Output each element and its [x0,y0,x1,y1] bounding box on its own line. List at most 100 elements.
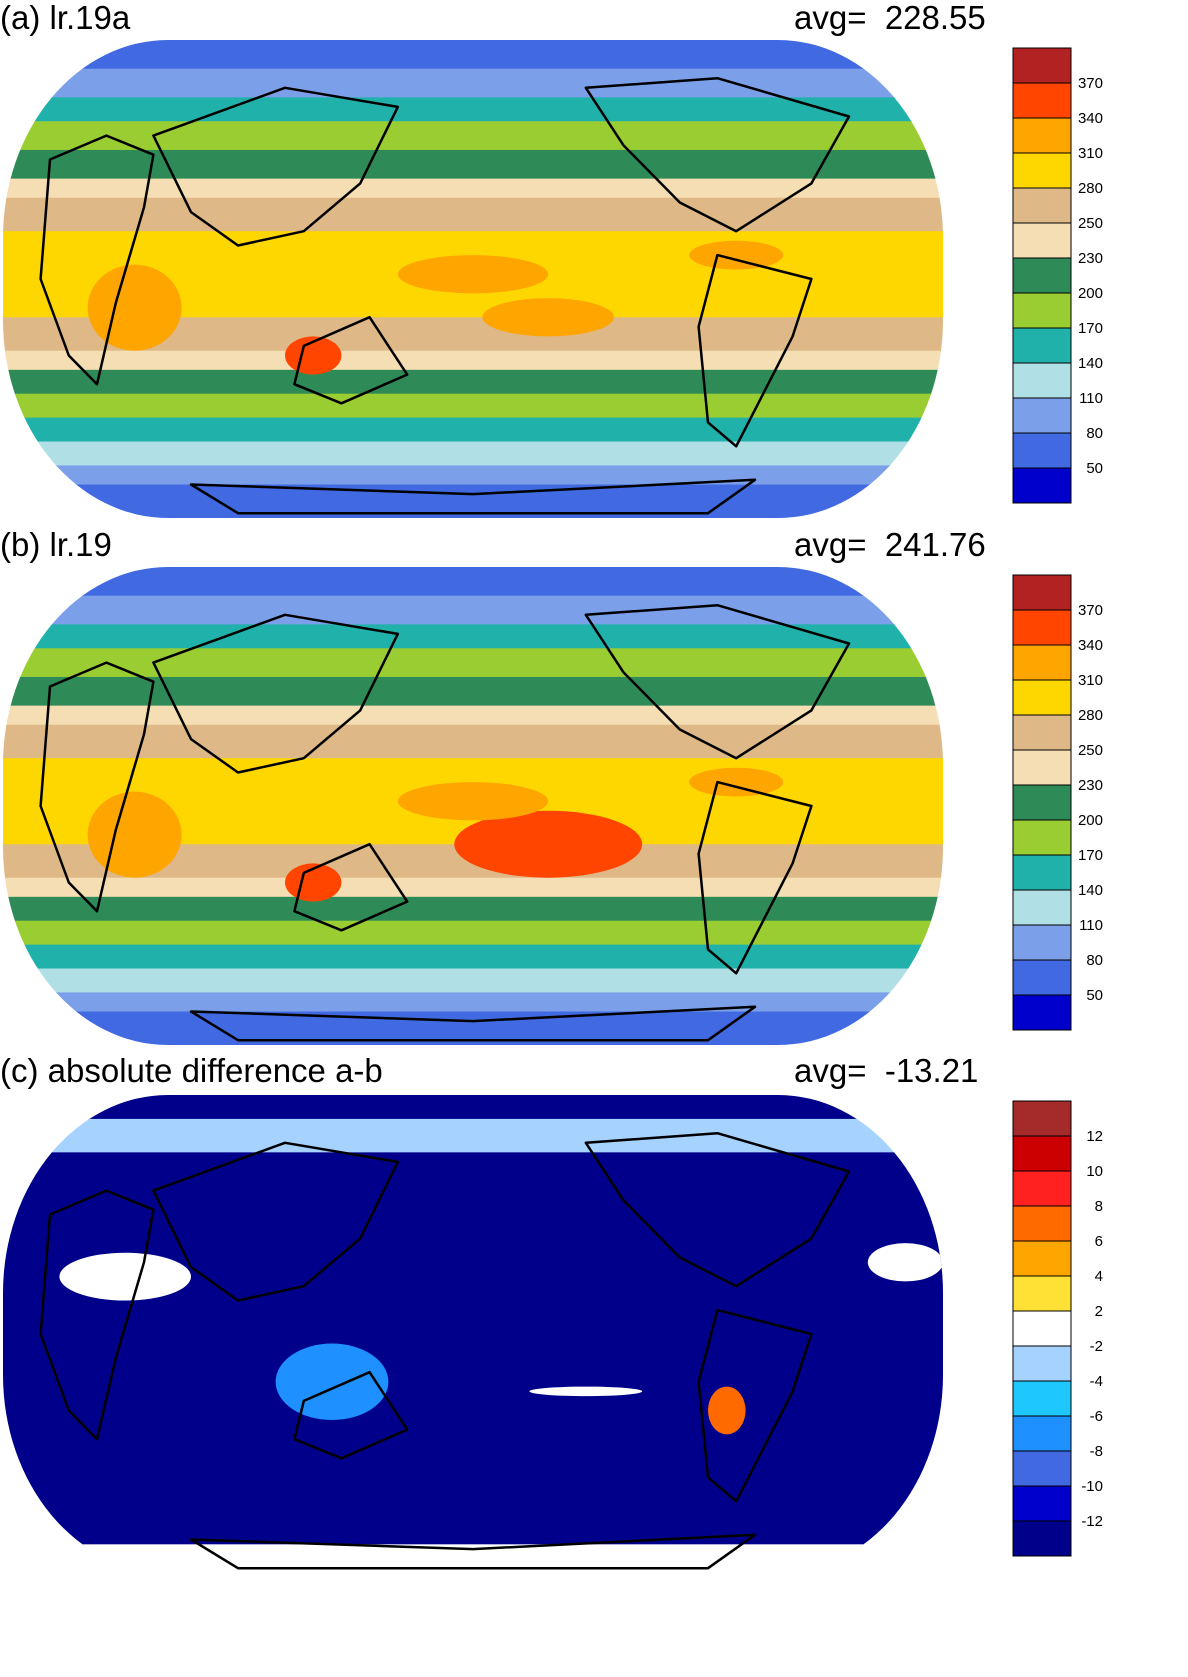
avg-value: 241.76 [884,526,986,563]
colorbar-swatch [1012,994,1072,1031]
colorbar-swatch [1012,1275,1072,1312]
coastline [39,661,155,913]
coastline [584,603,851,760]
value-band [3,1152,943,1517]
colorbar-swatch [1012,82,1072,119]
avg-label: avg= [794,0,867,36]
panel-title: (b) lr.19 [0,526,112,563]
value-band [3,968,943,994]
value-band [3,68,943,99]
value-region [529,1386,643,1397]
panel-average: avg= -13.21 [794,1053,978,1089]
colorbar-swatch [1012,1415,1072,1452]
colorbar-swatch [1012,187,1072,224]
value-band [3,149,943,180]
value-band [3,417,943,443]
value-band [3,197,943,233]
value-region [87,791,182,878]
colorbar-swatch [1012,362,1072,399]
colorbar-tick-label: 200 [1078,812,1103,829]
colorbar-tick-label: 6 [1095,1233,1103,1250]
colorbar-swatch [1012,1205,1072,1242]
colorbar-tick-label: 250 [1078,742,1103,759]
colorbar: 370 340 310 280 250 230 200 170 140 110 80 50 [1012,574,1103,1031]
colorbar-swatch [1012,924,1072,961]
map-field [3,567,943,1045]
value-band [3,944,943,970]
colorbar-tick-label: -10 [1081,1478,1103,1495]
colorbar: 370 340 310 280 250 230 200 170 140 110 80 50 [1012,47,1103,504]
value-band [3,350,943,371]
value-region [482,298,614,337]
world-map [3,567,943,1045]
value-band [3,705,943,726]
colorbar-tick-label: 12 [1086,1128,1103,1145]
panel-average: avg= 241.76 [794,527,986,563]
map-field [3,40,943,518]
value-band [3,595,943,626]
coastline [697,253,813,448]
colorbar-tick-label: 50 [1086,987,1103,1004]
colorbar-tick-label: 140 [1078,882,1103,899]
avg-value: -13.21 [884,1052,979,1089]
colorbar-swatch [1012,1310,1072,1347]
colorbar-swatch [1012,959,1072,996]
value-region [454,810,643,878]
colorbar-tick-label: 230 [1078,777,1103,794]
colorbar-swatch [1012,47,1072,84]
coastline [189,478,757,515]
colorbar-swatch [1012,749,1072,786]
avg-value: 228.55 [884,0,986,36]
colorbar-swatch [1012,1240,1072,1277]
colorbar-swatch [1012,574,1072,611]
coastline [293,1370,409,1460]
colorbar-swatch [1012,1345,1072,1382]
coastline [697,1308,813,1503]
colorbar-swatch [1012,152,1072,189]
colorbar-swatch [1012,819,1072,856]
coastline [189,1533,757,1570]
colorbar-tick-label: 110 [1079,917,1103,934]
colorbar-tick-label: 250 [1078,215,1103,232]
coastline [293,842,409,932]
value-band [3,648,943,678]
map-field [3,1095,943,1573]
colorbar-tick-label: 4 [1095,1268,1103,1285]
colorbar-tick-label: 340 [1078,110,1103,127]
value-band [3,567,943,597]
coastline [584,1131,851,1288]
colorbar-swatch [1012,854,1072,891]
coastline [39,134,155,386]
colorbar-tick-label: 2 [1095,1303,1103,1320]
colorbar-tick-label: 80 [1086,425,1103,442]
colorbar: 12 10 8 6 4 2 -2 -4 -6 -8 -10 -12 [1012,1100,1103,1557]
value-band [3,121,943,151]
colorbar-tick-label: -12 [1081,1513,1103,1530]
colorbar-swatch [1012,1170,1072,1207]
panel-average: avg= 228.55 [794,0,986,36]
colorbar-tick-label: 50 [1086,460,1103,477]
colorbar-tick-label: 230 [1078,250,1103,267]
value-band [3,624,943,650]
colorbar-swatch [1012,714,1072,751]
world-map [3,40,943,518]
colorbar-swatch [1012,1485,1072,1522]
colorbar-tick-label: -4 [1090,1373,1103,1390]
colorbar-swatch [1012,117,1072,154]
value-band [3,896,943,922]
coastline [39,1189,155,1441]
value-band [3,724,943,760]
colorbar-swatch [1012,1100,1072,1137]
avg-label: avg= [794,1052,867,1089]
value-band [3,465,943,486]
colorbar-swatch [1012,467,1072,504]
colorbar-swatch [1012,327,1072,364]
colorbar-tick-label: 10 [1086,1163,1103,1180]
value-band [3,676,943,707]
coastline [293,315,409,405]
coastline [189,1005,757,1042]
colorbar-tick-label: 200 [1078,285,1103,302]
colorbar-swatch [1012,1520,1072,1557]
value-band [3,369,943,395]
colorbar-swatch [1012,784,1072,821]
